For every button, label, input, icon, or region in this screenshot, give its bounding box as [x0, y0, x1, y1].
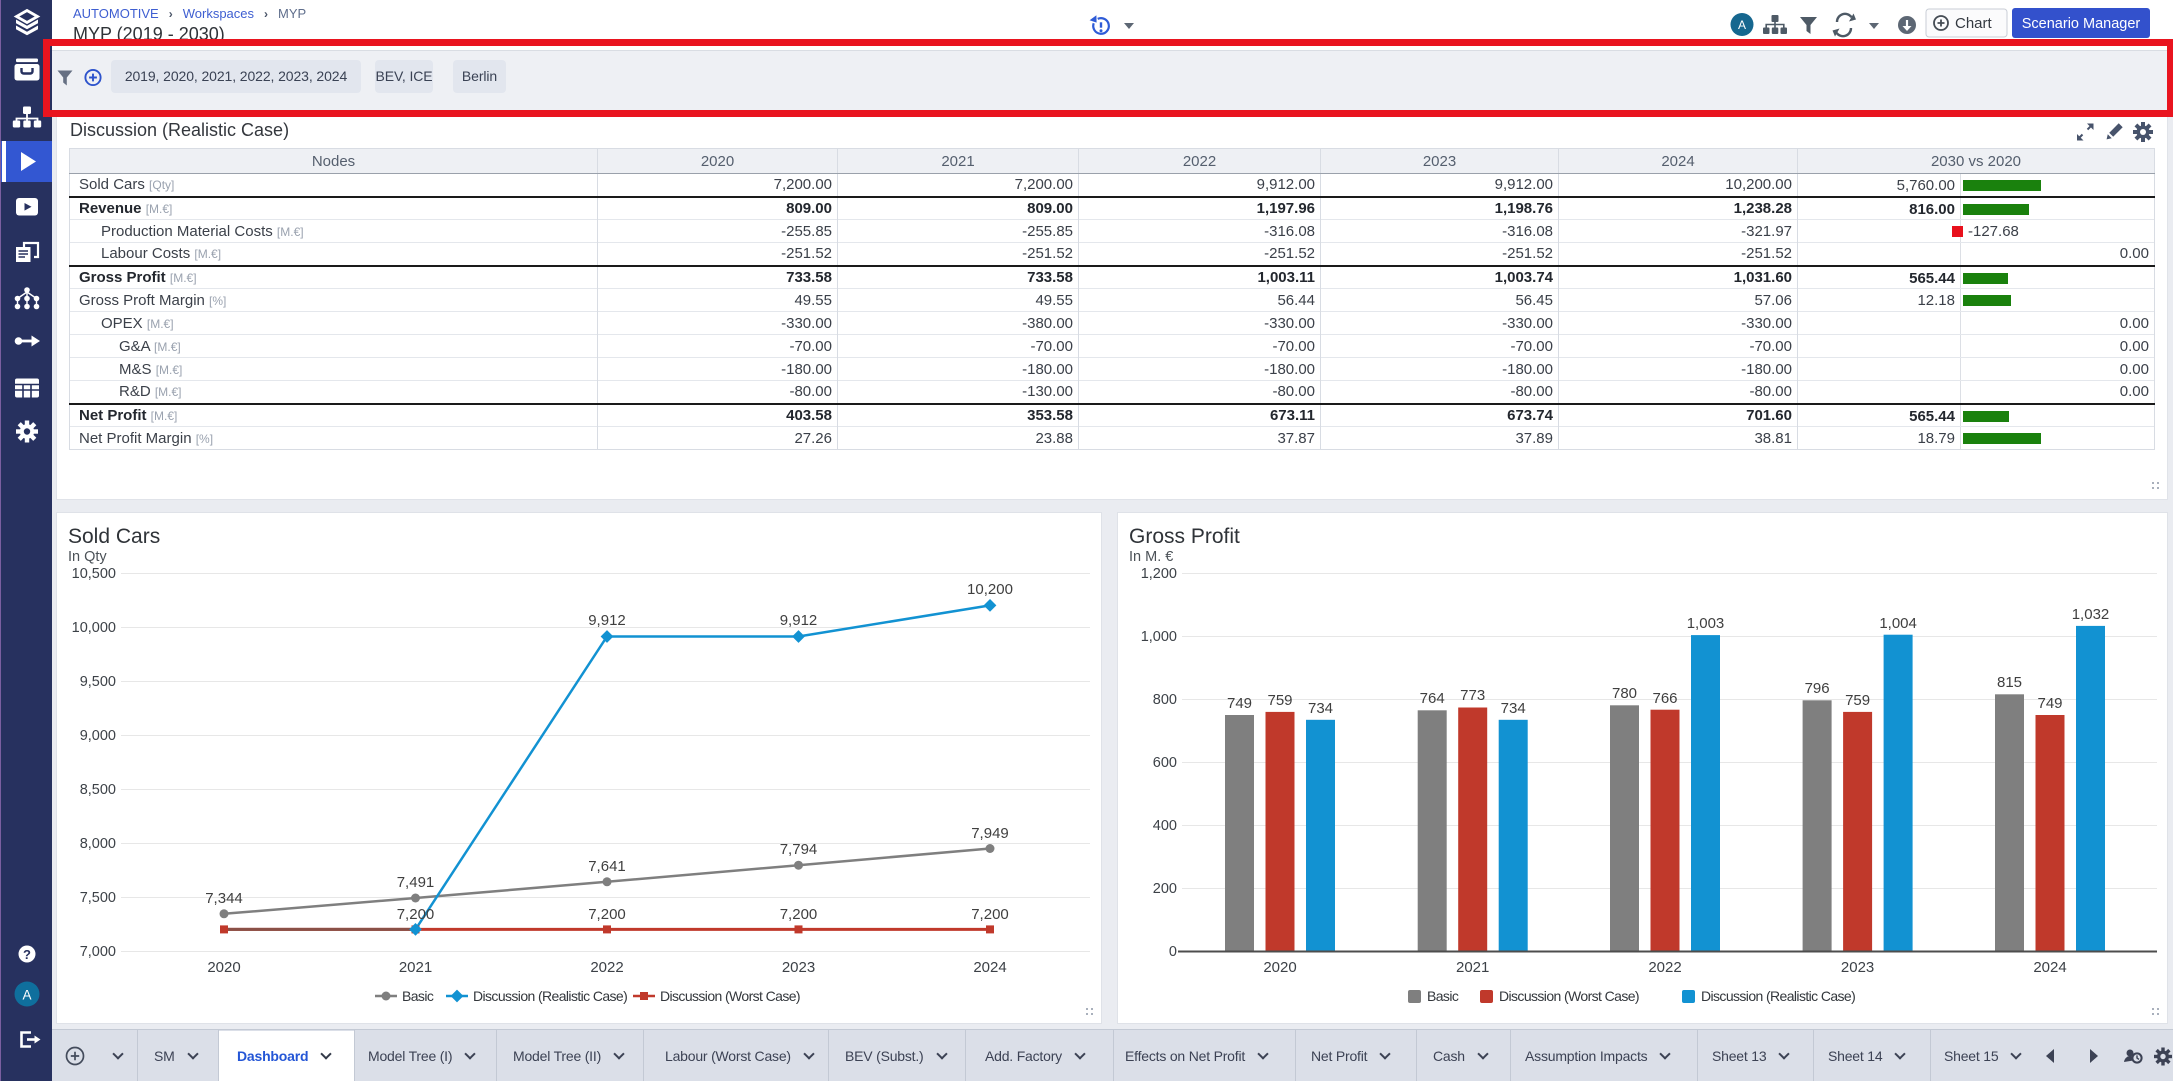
svg-text:7,794: 7,794 — [780, 841, 818, 858]
svg-text:2021: 2021 — [1456, 959, 1489, 976]
svg-text:2022: 2022 — [1648, 959, 1681, 976]
svg-text:Scenario Manager: Scenario Manager — [2022, 16, 2141, 32]
svg-text:766: 766 — [1652, 690, 1677, 707]
svg-text:2024: 2024 — [973, 959, 1006, 976]
svg-text:?: ? — [23, 947, 31, 962]
svg-text:Discussion (Worst Case): Discussion (Worst Case) — [660, 988, 800, 1004]
svg-text:7,200: 7,200 — [971, 906, 1009, 923]
svg-text:Discussion (Realistic Case): Discussion (Realistic Case) — [473, 988, 627, 1004]
svg-text:7,641: 7,641 — [588, 858, 626, 875]
svg-text:1,200: 1,200 — [1141, 566, 1177, 582]
svg-text:7,000: 7,000 — [80, 944, 116, 960]
svg-text:In Qty: In Qty — [68, 549, 107, 565]
svg-text:734: 734 — [1501, 700, 1526, 717]
svg-text:2022: 2022 — [590, 959, 623, 976]
svg-text:1,004: 1,004 — [1879, 615, 1917, 632]
svg-text:2023: 2023 — [782, 959, 815, 976]
svg-text:Sold Cars: Sold Cars — [68, 525, 160, 548]
svg-text:1,003: 1,003 — [1687, 615, 1725, 632]
svg-text:7,200: 7,200 — [397, 906, 435, 923]
svg-text:749: 749 — [2037, 695, 2062, 712]
svg-text:0: 0 — [1169, 944, 1177, 960]
svg-text:Discussion (Worst Case): Discussion (Worst Case) — [1499, 988, 1639, 1004]
svg-text:7,491: 7,491 — [397, 874, 435, 891]
svg-text:2020: 2020 — [207, 959, 240, 976]
svg-text:Chart: Chart — [1955, 15, 1993, 32]
svg-text:7,200: 7,200 — [780, 906, 818, 923]
svg-text:Discussion (Realistic Case): Discussion (Realistic Case) — [1701, 988, 1855, 1004]
svg-text:2023: 2023 — [1841, 959, 1874, 976]
svg-text:759: 759 — [1267, 692, 1292, 709]
svg-text:800: 800 — [1153, 692, 1177, 708]
svg-text:9,912: 9,912 — [588, 612, 626, 629]
svg-text:796: 796 — [1805, 680, 1830, 697]
svg-text:400: 400 — [1153, 818, 1177, 834]
svg-text:1,032: 1,032 — [2072, 606, 2110, 623]
svg-text:7,949: 7,949 — [971, 825, 1009, 842]
svg-text:10,000: 10,000 — [72, 620, 116, 636]
svg-text:2024: 2024 — [2033, 959, 2066, 976]
svg-text:764: 764 — [1420, 690, 1445, 707]
svg-text:Gross Profit: Gross Profit — [1129, 525, 1240, 548]
svg-text:10,500: 10,500 — [72, 566, 116, 582]
svg-text:9,500: 9,500 — [80, 674, 116, 690]
svg-text:9,912: 9,912 — [780, 612, 818, 629]
svg-text:7,200: 7,200 — [588, 906, 626, 923]
svg-text:2021: 2021 — [399, 959, 432, 976]
svg-text:1,000: 1,000 — [1141, 629, 1177, 645]
svg-text:780: 780 — [1612, 685, 1637, 702]
svg-text:10,200: 10,200 — [967, 581, 1013, 598]
svg-text:8,500: 8,500 — [80, 782, 116, 798]
svg-text:9,000: 9,000 — [80, 728, 116, 744]
svg-text:773: 773 — [1460, 687, 1485, 704]
svg-text:A: A — [22, 988, 31, 1003]
svg-text:749: 749 — [1227, 695, 1252, 712]
svg-text:Basic: Basic — [1427, 988, 1459, 1004]
svg-text:200: 200 — [1153, 881, 1177, 897]
svg-text:600: 600 — [1153, 755, 1177, 771]
svg-text:7,344: 7,344 — [205, 890, 243, 907]
svg-text:7,500: 7,500 — [80, 890, 116, 906]
svg-text:A: A — [1738, 18, 1746, 32]
svg-text:Basic: Basic — [402, 988, 434, 1004]
svg-text:759: 759 — [1845, 692, 1870, 709]
svg-text:734: 734 — [1308, 700, 1333, 717]
svg-text:In M. €: In M. € — [1129, 549, 1173, 565]
svg-text:815: 815 — [1997, 674, 2022, 691]
svg-text:8,000: 8,000 — [80, 836, 116, 852]
svg-text:2020: 2020 — [1263, 959, 1296, 976]
